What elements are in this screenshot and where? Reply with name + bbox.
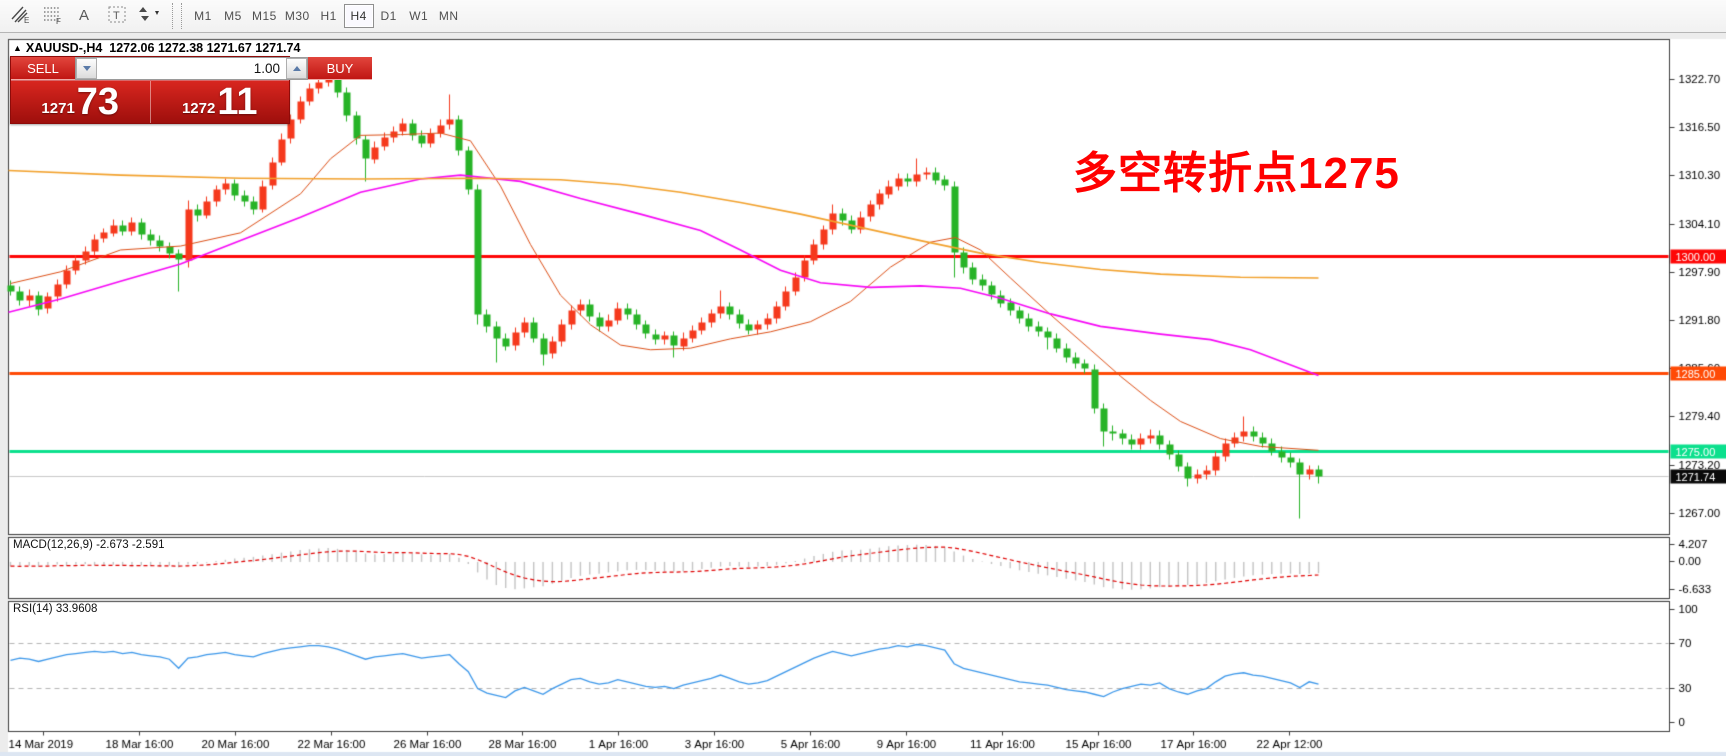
chart-canvas[interactable]: [0, 33, 1726, 756]
caret-up-icon: [292, 66, 301, 71]
sell-price-small: 1271: [41, 100, 75, 117]
svg-text:A: A: [79, 7, 89, 24]
timeframe-w1-button[interactable]: W1: [409, 9, 429, 23]
timeframe-d1-button[interactable]: D1: [380, 9, 397, 23]
volume-decrease-button[interactable]: [76, 58, 97, 79]
up-triangle-icon: ▲: [13, 43, 22, 53]
caret-down-icon: [82, 66, 91, 71]
timeframe-h4-button[interactable]: H4: [343, 4, 374, 28]
toolbar-separator: [172, 3, 182, 29]
text-label-tool-button[interactable]: A: [70, 3, 100, 29]
svg-text:T: T: [113, 10, 120, 22]
text-box-tool-button[interactable]: T: [102, 3, 132, 29]
timeframe-m1-button[interactable]: M1: [194, 9, 212, 23]
toolbar: E F A T M1 M5 M15 M30 H1 H4 D1 W1 MN: [0, 0, 1726, 33]
timeframe-m15-button[interactable]: M15: [252, 9, 277, 23]
trade-panel-top-row: SELL BUY: [11, 57, 372, 80]
volume-stepper: [75, 57, 308, 80]
one-click-trading-panel: SELL BUY 1271 73 1272 11: [10, 56, 372, 124]
fibonacci-retracement-tool-button[interactable]: F: [38, 3, 68, 29]
arrows-tool-button[interactable]: [134, 3, 164, 29]
timeframe-m5-button[interactable]: M5: [224, 9, 242, 23]
arrows-tool-icon: [136, 4, 162, 29]
ohlc-quotes: 1272.06 1272.38 1271.67 1271.74: [109, 41, 301, 55]
text-label-tool-icon: A: [74, 4, 96, 29]
sell-button[interactable]: SELL: [11, 57, 75, 80]
svg-text:E: E: [24, 16, 29, 24]
sell-price-big: 73: [76, 81, 120, 123]
macd-indicator-label: MACD(12,26,9) -2.673 -2.591: [13, 539, 165, 551]
buy-price-big: 11: [217, 81, 258, 123]
timeframe-mn-button[interactable]: MN: [438, 9, 459, 23]
buy-price-box[interactable]: 1272 11: [150, 81, 289, 123]
timeframe-h1-button[interactable]: H1: [320, 9, 337, 23]
timeframe-m30-button[interactable]: M30: [284, 9, 310, 23]
trade-panel-prices: 1271 73 1272 11: [11, 80, 289, 123]
equidistant-channel-tool-icon: E: [10, 4, 32, 29]
text-box-tool-icon: T: [106, 4, 128, 29]
rsi-indicator-label: RSI(14) 33.9608: [13, 603, 98, 615]
fibonacci-retracement-tool-icon: F: [42, 4, 64, 29]
volume-input[interactable]: [97, 58, 286, 79]
buy-price-small: 1272: [181, 100, 216, 117]
buy-button[interactable]: BUY: [308, 57, 372, 80]
chart-annotation-text: 多空转折点1275: [1073, 149, 1400, 198]
volume-increase-button[interactable]: [286, 58, 307, 79]
equidistant-channel-tool-button[interactable]: E: [6, 3, 36, 29]
symbol-name: XAUUSD-,H4: [25, 41, 103, 55]
sell-price-box[interactable]: 1271 73: [11, 81, 151, 123]
symbol-ohlc-header: ▲ XAUUSD-,H4 1272.06 1272.38 1271.67 1271…: [13, 41, 300, 55]
svg-text:F: F: [56, 17, 61, 24]
